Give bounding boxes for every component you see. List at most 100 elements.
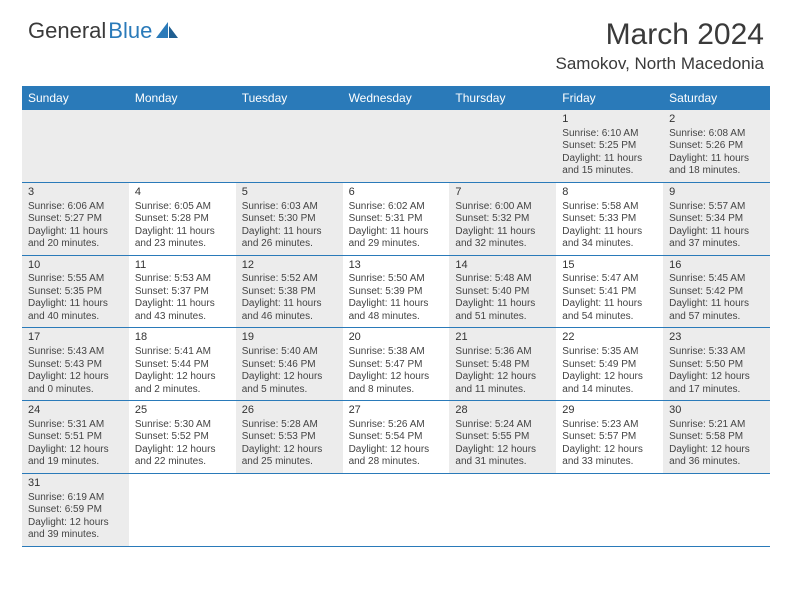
daylight-text: and 11 minutes. xyxy=(455,384,550,397)
daylight-text: Daylight: 11 hours xyxy=(669,153,764,166)
weekday-label: Sunday xyxy=(22,86,129,110)
sunset-text: Sunset: 5:46 PM xyxy=(242,359,337,372)
sunrise-text: Sunrise: 5:55 AM xyxy=(28,273,123,286)
daylight-text: and 54 minutes. xyxy=(562,311,657,324)
day-cell: 5Sunrise: 6:03 AMSunset: 5:30 PMDaylight… xyxy=(236,183,343,255)
daylight-text: Daylight: 11 hours xyxy=(562,226,657,239)
day-cell: 30Sunrise: 5:21 AMSunset: 5:58 PMDayligh… xyxy=(663,401,770,473)
daylight-text: and 8 minutes. xyxy=(349,384,444,397)
day-number: 8 xyxy=(562,186,657,200)
sunset-text: Sunset: 5:40 PM xyxy=(455,286,550,299)
sunrise-text: Sunrise: 6:19 AM xyxy=(28,492,123,505)
daylight-text: Daylight: 12 hours xyxy=(242,371,337,384)
daylight-text: Daylight: 12 hours xyxy=(349,371,444,384)
sunset-text: Sunset: 5:51 PM xyxy=(28,431,123,444)
daylight-text: and 36 minutes. xyxy=(669,456,764,469)
daylight-text: Daylight: 11 hours xyxy=(562,153,657,166)
sunset-text: Sunset: 5:53 PM xyxy=(242,431,337,444)
day-number: 10 xyxy=(28,259,123,273)
day-number: 5 xyxy=(242,186,337,200)
daylight-text: and 48 minutes. xyxy=(349,311,444,324)
daylight-text: and 29 minutes. xyxy=(349,238,444,251)
sunset-text: Sunset: 5:35 PM xyxy=(28,286,123,299)
daylight-text: and 19 minutes. xyxy=(28,456,123,469)
day-cell: 9Sunrise: 5:57 AMSunset: 5:34 PMDaylight… xyxy=(663,183,770,255)
daylight-text: Daylight: 11 hours xyxy=(455,298,550,311)
daylight-text: Daylight: 11 hours xyxy=(28,298,123,311)
sunrise-text: Sunrise: 5:53 AM xyxy=(135,273,230,286)
day-cell xyxy=(449,474,556,546)
day-number: 21 xyxy=(455,331,550,345)
daylight-text: Daylight: 11 hours xyxy=(242,298,337,311)
sunrise-text: Sunrise: 5:40 AM xyxy=(242,346,337,359)
weekday-label: Thursday xyxy=(449,86,556,110)
daylight-text: Daylight: 12 hours xyxy=(562,371,657,384)
day-cell: 4Sunrise: 6:05 AMSunset: 5:28 PMDaylight… xyxy=(129,183,236,255)
sunset-text: Sunset: 5:38 PM xyxy=(242,286,337,299)
day-number: 11 xyxy=(135,259,230,273)
sunset-text: Sunset: 5:43 PM xyxy=(28,359,123,372)
sunset-text: Sunset: 5:27 PM xyxy=(28,213,123,226)
daylight-text: Daylight: 11 hours xyxy=(135,298,230,311)
daylight-text: Daylight: 12 hours xyxy=(349,444,444,457)
daylight-text: and 17 minutes. xyxy=(669,384,764,397)
daylight-text: and 57 minutes. xyxy=(669,311,764,324)
day-number: 2 xyxy=(669,113,764,127)
day-number: 30 xyxy=(669,404,764,418)
day-cell xyxy=(556,474,663,546)
daylight-text: and 51 minutes. xyxy=(455,311,550,324)
daylight-text: Daylight: 11 hours xyxy=(28,226,123,239)
week-row: 3Sunrise: 6:06 AMSunset: 5:27 PMDaylight… xyxy=(22,183,770,256)
daylight-text: and 26 minutes. xyxy=(242,238,337,251)
day-cell: 21Sunrise: 5:36 AMSunset: 5:48 PMDayligh… xyxy=(449,328,556,400)
day-cell: 13Sunrise: 5:50 AMSunset: 5:39 PMDayligh… xyxy=(343,256,450,328)
sunset-text: Sunset: 5:33 PM xyxy=(562,213,657,226)
sunrise-text: Sunrise: 6:10 AM xyxy=(562,128,657,141)
weekday-label: Wednesday xyxy=(343,86,450,110)
day-cell: 2Sunrise: 6:08 AMSunset: 5:26 PMDaylight… xyxy=(663,110,770,182)
day-cell: 10Sunrise: 5:55 AMSunset: 5:35 PMDayligh… xyxy=(22,256,129,328)
daylight-text: and 14 minutes. xyxy=(562,384,657,397)
day-number: 12 xyxy=(242,259,337,273)
day-cell: 8Sunrise: 5:58 AMSunset: 5:33 PMDaylight… xyxy=(556,183,663,255)
day-cell: 14Sunrise: 5:48 AMSunset: 5:40 PMDayligh… xyxy=(449,256,556,328)
day-cell: 24Sunrise: 5:31 AMSunset: 5:51 PMDayligh… xyxy=(22,401,129,473)
location: Samokov, North Macedonia xyxy=(555,54,764,74)
daylight-text: and 25 minutes. xyxy=(242,456,337,469)
day-number: 19 xyxy=(242,331,337,345)
sunset-text: Sunset: 5:47 PM xyxy=(349,359,444,372)
brand-logo: GeneralBlue xyxy=(28,18,178,44)
sunrise-text: Sunrise: 5:50 AM xyxy=(349,273,444,286)
daylight-text: and 15 minutes. xyxy=(562,165,657,178)
sunset-text: Sunset: 5:39 PM xyxy=(349,286,444,299)
sunset-text: Sunset: 5:34 PM xyxy=(669,213,764,226)
sunrise-text: Sunrise: 6:00 AM xyxy=(455,201,550,214)
day-number: 3 xyxy=(28,186,123,200)
weekday-header: Sunday Monday Tuesday Wednesday Thursday… xyxy=(22,86,770,110)
sunrise-text: Sunrise: 5:52 AM xyxy=(242,273,337,286)
day-number: 26 xyxy=(242,404,337,418)
daylight-text: and 33 minutes. xyxy=(562,456,657,469)
day-cell: 17Sunrise: 5:43 AMSunset: 5:43 PMDayligh… xyxy=(22,328,129,400)
daylight-text: Daylight: 12 hours xyxy=(455,444,550,457)
daylight-text: Daylight: 12 hours xyxy=(669,371,764,384)
daylight-text: and 43 minutes. xyxy=(135,311,230,324)
daylight-text: Daylight: 12 hours xyxy=(28,517,123,530)
day-cell: 3Sunrise: 6:06 AMSunset: 5:27 PMDaylight… xyxy=(22,183,129,255)
daylight-text: and 37 minutes. xyxy=(669,238,764,251)
sunrise-text: Sunrise: 5:36 AM xyxy=(455,346,550,359)
brand-part-a: General xyxy=(28,18,106,44)
daylight-text: Daylight: 11 hours xyxy=(349,298,444,311)
sunset-text: Sunset: 5:25 PM xyxy=(562,140,657,153)
sunset-text: Sunset: 5:41 PM xyxy=(562,286,657,299)
sunrise-text: Sunrise: 5:28 AM xyxy=(242,419,337,432)
week-row: 31Sunrise: 6:19 AMSunset: 6:59 PMDayligh… xyxy=(22,474,770,547)
week-row: 24Sunrise: 5:31 AMSunset: 5:51 PMDayligh… xyxy=(22,401,770,474)
sunrise-text: Sunrise: 6:03 AM xyxy=(242,201,337,214)
day-number: 27 xyxy=(349,404,444,418)
daylight-text: Daylight: 11 hours xyxy=(669,298,764,311)
day-cell xyxy=(449,110,556,182)
daylight-text: Daylight: 12 hours xyxy=(562,444,657,457)
sunrise-text: Sunrise: 6:08 AM xyxy=(669,128,764,141)
day-number: 17 xyxy=(28,331,123,345)
